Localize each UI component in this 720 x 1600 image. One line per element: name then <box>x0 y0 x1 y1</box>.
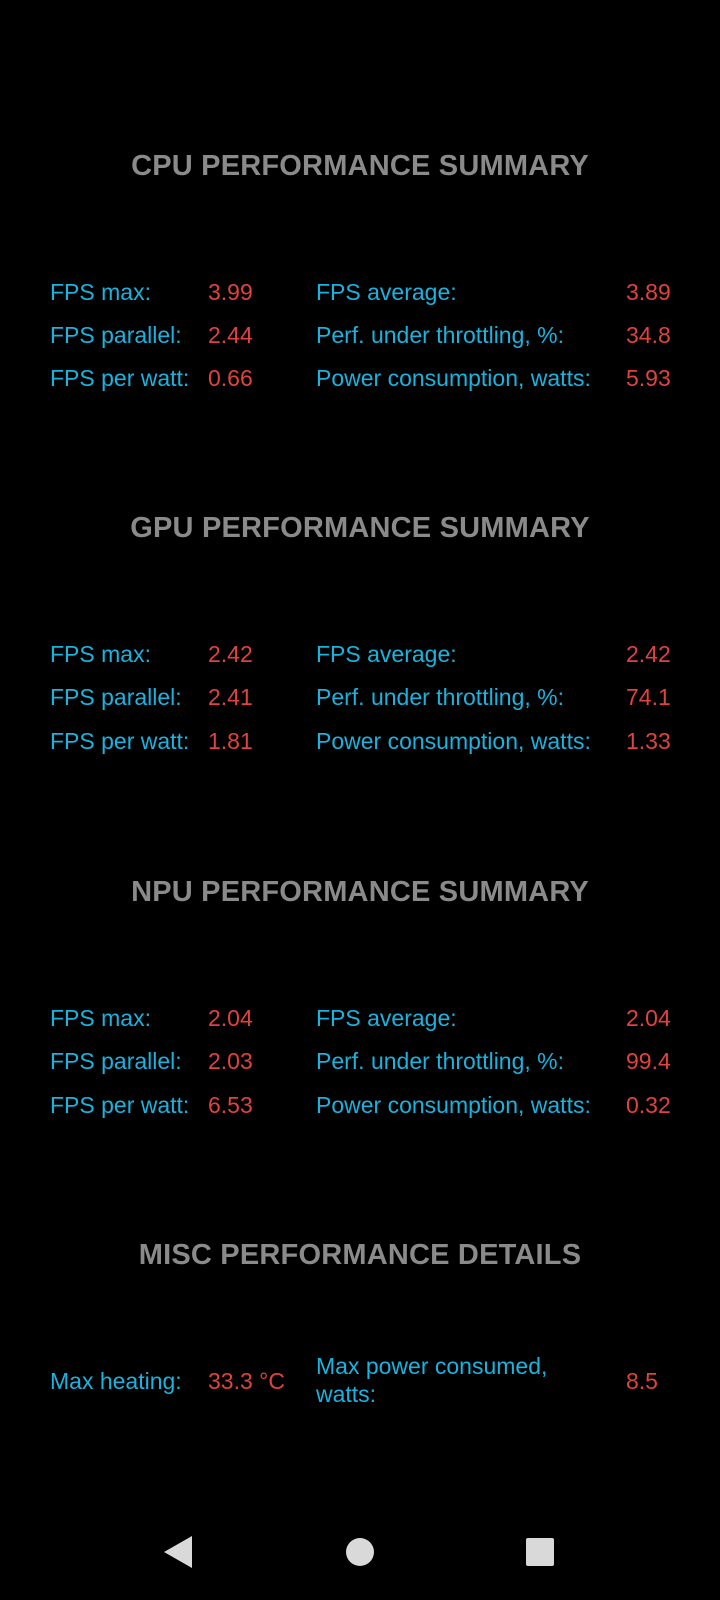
npu-fps-parallel-label: FPS parallel: <box>50 1048 182 1074</box>
nav-back-button[interactable] <box>148 1522 208 1582</box>
cpu-fps-max-value: 3.99 <box>208 279 253 305</box>
npu-power-value: 0.32 <box>626 1092 671 1118</box>
cpu-fps-per-watt-value: 0.66 <box>208 365 253 391</box>
max-heating-label: Max heating: <box>50 1368 182 1394</box>
cpu-power-value: 5.93 <box>626 365 671 391</box>
recents-icon <box>526 1538 554 1566</box>
npu-fps-per-watt-value: 6.53 <box>208 1092 253 1118</box>
npu-fps-average-label: FPS average: <box>316 1005 457 1031</box>
gpu-fps-max-label: FPS max: <box>50 641 151 667</box>
gpu-row-2: FPS parallel: 2.41 Perf. under throttlin… <box>0 682 720 722</box>
nav-home-button[interactable] <box>330 1522 390 1582</box>
nav-recents-button[interactable] <box>510 1522 570 1582</box>
cpu-throttling-value: 34.8 <box>626 322 671 348</box>
npu-row-2: FPS parallel: 2.03 Perf. under throttlin… <box>0 1046 720 1086</box>
gpu-power-value: 1.33 <box>626 728 671 754</box>
cpu-fps-parallel-label: FPS parallel: <box>50 322 182 348</box>
cpu-throttling-label: Perf. under throttling, %: <box>316 322 565 348</box>
max-heating-value: 33.3 °C <box>208 1368 285 1394</box>
npu-section-title: NPU PERFORMANCE SUMMARY <box>131 876 589 908</box>
gpu-section-title: GPU PERFORMANCE SUMMARY <box>130 512 590 544</box>
cpu-fps-per-watt-label: FPS per watt: <box>50 365 190 391</box>
cpu-fps-average-label: FPS average: <box>316 279 457 305</box>
npu-fps-per-watt-label: FPS per watt: <box>50 1092 190 1118</box>
back-icon <box>164 1536 192 1568</box>
max-power-value: 8.5 <box>626 1368 658 1394</box>
cpu-fps-parallel-value: 2.44 <box>208 322 253 348</box>
gpu-fps-max-value: 2.42 <box>208 641 253 667</box>
npu-fps-max-label: FPS max: <box>50 1005 151 1031</box>
gpu-row-1: FPS max: 2.42 FPS average: 2.42 <box>0 639 720 679</box>
gpu-fps-per-watt-label: FPS per watt: <box>50 728 190 754</box>
gpu-fps-per-watt-value: 1.81 <box>208 728 253 754</box>
npu-row-1: FPS max: 2.04 FPS average: 2.04 <box>0 1003 720 1043</box>
home-icon <box>346 1538 374 1566</box>
gpu-fps-average-label: FPS average: <box>316 641 457 667</box>
gpu-row-3: FPS per watt: 1.81 Power consumption, wa… <box>0 726 720 766</box>
cpu-fps-max-label: FPS max: <box>50 279 151 305</box>
cpu-section-title: CPU PERFORMANCE SUMMARY <box>131 150 589 182</box>
misc-details-row: Max heating: 33.3 °C Max power consumed,… <box>0 1352 720 1402</box>
npu-power-label: Power consumption, watts: <box>316 1092 591 1118</box>
npu-fps-average-value: 2.04 <box>626 1005 671 1031</box>
cpu-row-3: FPS per watt: 0.66 Power consumption, wa… <box>0 363 720 403</box>
cpu-fps-average-value: 3.89 <box>626 279 671 305</box>
cpu-power-label: Power consumption, watts: <box>316 365 591 391</box>
gpu-throttling-value: 74.1 <box>626 684 671 710</box>
npu-throttling-value: 99.4 <box>626 1048 671 1074</box>
gpu-power-label: Power consumption, watts: <box>316 728 591 754</box>
npu-fps-parallel-value: 2.03 <box>208 1048 253 1074</box>
gpu-fps-average-value: 2.42 <box>626 641 671 667</box>
max-power-label: Max power consumed, watts: <box>316 1353 548 1402</box>
system-navigation-bar <box>0 1508 720 1600</box>
gpu-fps-parallel-value: 2.41 <box>208 684 253 710</box>
npu-row-3: FPS per watt: 6.53 Power consumption, wa… <box>0 1090 720 1130</box>
misc-section-title: MISC PERFORMANCE DETAILS <box>138 1239 582 1271</box>
npu-fps-max-value: 2.04 <box>208 1005 253 1031</box>
gpu-throttling-label: Perf. under throttling, %: <box>316 684 565 710</box>
npu-throttling-label: Perf. under throttling, %: <box>316 1048 565 1074</box>
misc-row: Max heating: 33.3 °C Max power consumed,… <box>0 1352 720 1402</box>
cpu-row-1: FPS max: 3.99 FPS average: 3.89 <box>0 277 720 317</box>
gpu-fps-parallel-label: FPS parallel: <box>50 684 182 710</box>
cpu-row-2: FPS parallel: 2.44 Perf. under throttlin… <box>0 320 720 360</box>
